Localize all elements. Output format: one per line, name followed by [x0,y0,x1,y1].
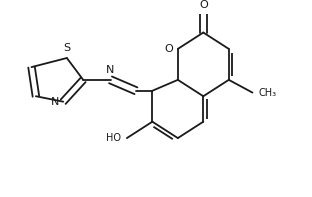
Text: HO: HO [106,133,121,143]
Text: O: O [199,0,208,10]
Text: N: N [51,97,59,107]
Text: O: O [165,44,173,54]
Text: S: S [63,43,71,53]
Text: N: N [106,65,115,75]
Text: CH₃: CH₃ [259,88,277,98]
